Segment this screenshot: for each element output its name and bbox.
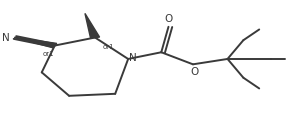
Text: O: O bbox=[164, 14, 173, 24]
Text: or1: or1 bbox=[43, 51, 54, 57]
Polygon shape bbox=[15, 38, 57, 48]
Text: O: O bbox=[190, 67, 198, 77]
Text: or1: or1 bbox=[102, 44, 114, 50]
Polygon shape bbox=[85, 13, 100, 38]
Text: N: N bbox=[129, 53, 136, 63]
Text: N: N bbox=[3, 33, 10, 42]
